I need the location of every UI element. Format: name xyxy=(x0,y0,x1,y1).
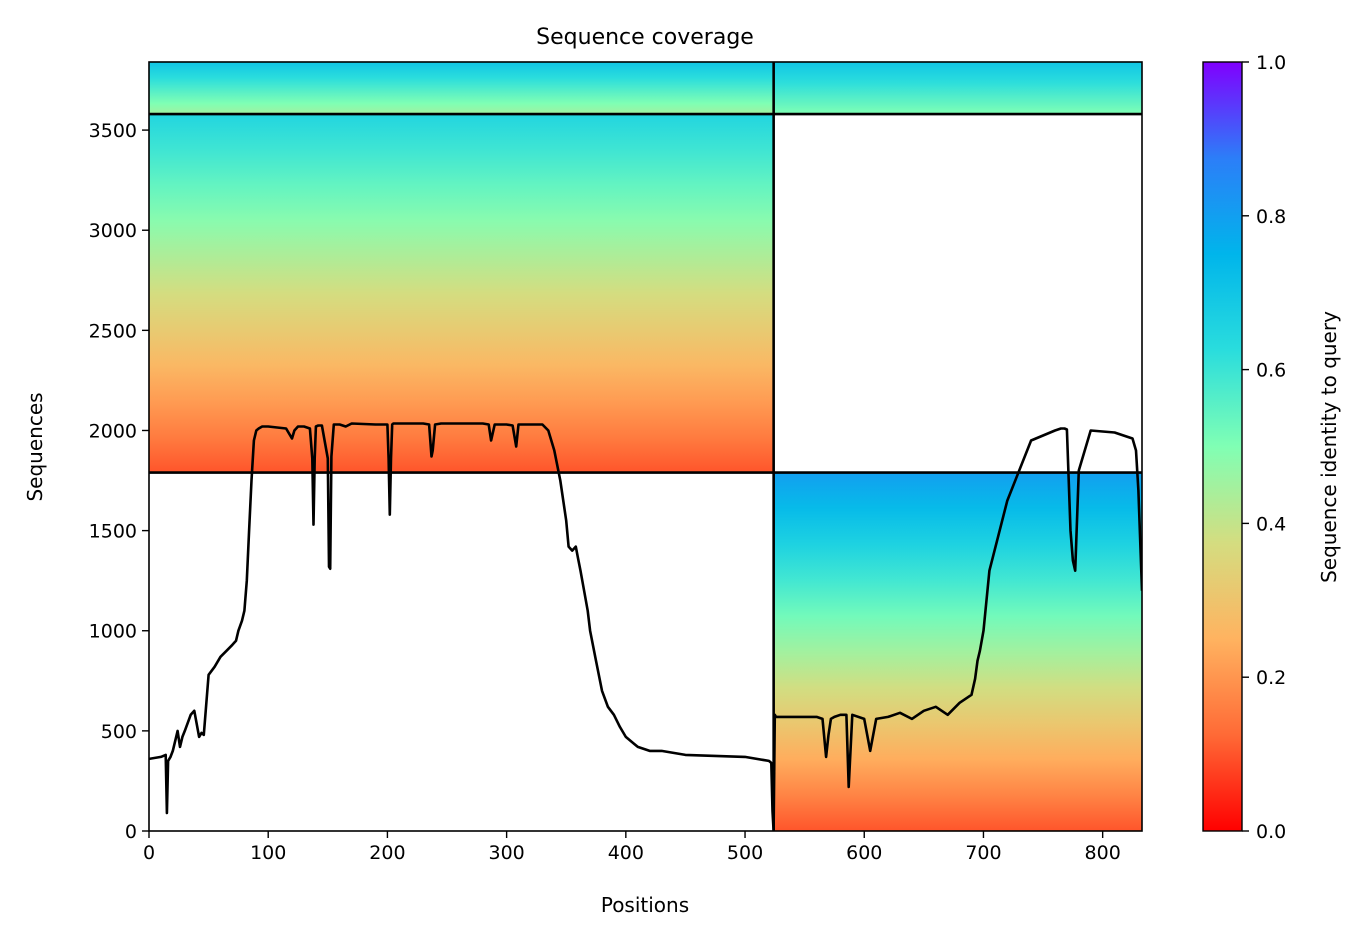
colorbar-tick-label: 0.8 xyxy=(1256,206,1286,228)
colorbar-scale xyxy=(1202,61,1243,832)
y-tick-label: 2500 xyxy=(89,320,137,342)
x-axis-label: Positions xyxy=(601,893,689,917)
colorbar-tick-label: 0.0 xyxy=(1256,821,1286,843)
x-tick-label: 200 xyxy=(369,842,405,864)
x-tick-label: 0 xyxy=(143,842,155,864)
y-tick-label: 0 xyxy=(125,821,137,843)
colorbar-tick-label: 0.4 xyxy=(1256,513,1286,535)
coverage-block-chain1-pairs xyxy=(149,114,774,473)
x-tick-label: 100 xyxy=(250,842,286,864)
coverage-line xyxy=(149,422,1142,831)
x-tick-label: 800 xyxy=(1085,842,1121,864)
y-axis: 0 500 1000 1500 2000 2500 3000 3500 xyxy=(89,120,149,843)
colorbar-tick-label: 1.0 xyxy=(1256,52,1286,74)
coverage-block-chain2-pairs xyxy=(773,472,1142,831)
plot-frame xyxy=(148,61,1143,832)
coverage-block-chain1-cluster xyxy=(149,62,774,115)
colorbar-tick-label: 0.2 xyxy=(1256,667,1286,689)
y-tick-label: 500 xyxy=(101,721,137,743)
x-axis: 0 100 200 300 400 500 600 700 800 xyxy=(143,831,1121,864)
y-tick-label: 3500 xyxy=(89,120,137,142)
coverage-block-chain2-cluster xyxy=(773,62,1142,115)
y-axis-label: Sequences xyxy=(23,392,47,501)
colorbar: 0.0 0.2 0.4 0.6 0.8 1.0 Sequence identity to … xyxy=(1202,52,1341,843)
y-tick-label: 2000 xyxy=(89,420,137,442)
chart-title: Sequence coverage xyxy=(536,25,754,50)
x-tick-label: 600 xyxy=(846,842,882,864)
x-tick-label: 700 xyxy=(965,842,1001,864)
x-tick-label: 300 xyxy=(488,842,524,864)
x-tick-label: 500 xyxy=(727,842,763,864)
x-tick-label: 400 xyxy=(608,842,644,864)
plot-area xyxy=(148,61,1143,832)
colorbar-tick-label: 0.6 xyxy=(1256,360,1286,382)
colorbar-label: Sequence identity to query xyxy=(1317,311,1341,583)
y-tick-label: 3000 xyxy=(89,220,137,242)
y-tick-label: 1500 xyxy=(89,521,137,543)
y-tick-label: 1000 xyxy=(89,621,137,643)
